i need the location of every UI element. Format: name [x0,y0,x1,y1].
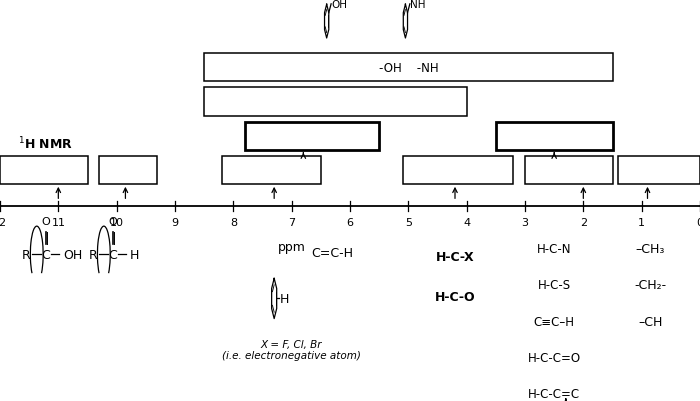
Text: ppm: ppm [278,241,306,253]
Text: C=C-H: C=C-H [312,247,354,259]
Text: C≡C–H: C≡C–H [533,315,575,328]
Bar [496,122,612,150]
Text: X = F, Cl, Br
(i.e. electronegative atom): X = F, Cl, Br (i.e. electronegative atom… [222,339,361,360]
Bar [204,54,612,82]
Bar [0,156,88,184]
Text: -OH    -NH: -OH -NH [379,62,438,75]
Bar [204,88,467,116]
Text: O: O [41,217,50,227]
Text: H: H [130,248,139,261]
Text: 6: 6 [346,218,354,228]
Bar [245,122,379,150]
Text: 0: 0 [696,218,700,228]
Text: H: H [280,292,289,305]
Text: OH: OH [332,0,348,10]
Text: 11: 11 [51,218,65,228]
Text: R: R [22,248,31,261]
Bar [525,156,612,184]
Text: –CH₃: –CH₃ [636,243,665,255]
Text: H-C-X: H-C-X [435,251,475,263]
Text: 2: 2 [580,218,587,228]
Text: R: R [89,248,98,261]
Text: –CH: –CH [638,315,663,328]
Bar [222,156,321,184]
Text: H-C-O: H-C-O [435,291,475,304]
Text: H-C-C=O: H-C-C=O [528,351,581,364]
Text: NH: NH [410,0,426,10]
Text: 5: 5 [405,218,412,228]
Text: C: C [41,248,50,261]
Text: -CH₂-: -CH₂- [634,279,666,292]
Text: C: C [108,248,117,261]
Text: O: O [108,217,117,227]
Text: 7: 7 [288,218,295,228]
Text: H-C-C=C: H-C-C=C [528,387,580,400]
Text: H-C-N: H-C-N [537,243,571,255]
Text: 9: 9 [172,218,178,228]
Text: 8: 8 [230,218,237,228]
Bar [402,156,513,184]
Bar [99,156,158,184]
Text: 3: 3 [522,218,528,228]
Text: H-C-S: H-C-S [538,279,570,292]
Text: 10: 10 [110,218,124,228]
Text: OH: OH [63,248,83,261]
Text: 4: 4 [463,218,470,228]
Text: 12: 12 [0,218,7,228]
Bar [618,156,700,184]
Text: 1: 1 [638,218,645,228]
Text: $^1$H NMR: $^1$H NMR [18,136,73,152]
